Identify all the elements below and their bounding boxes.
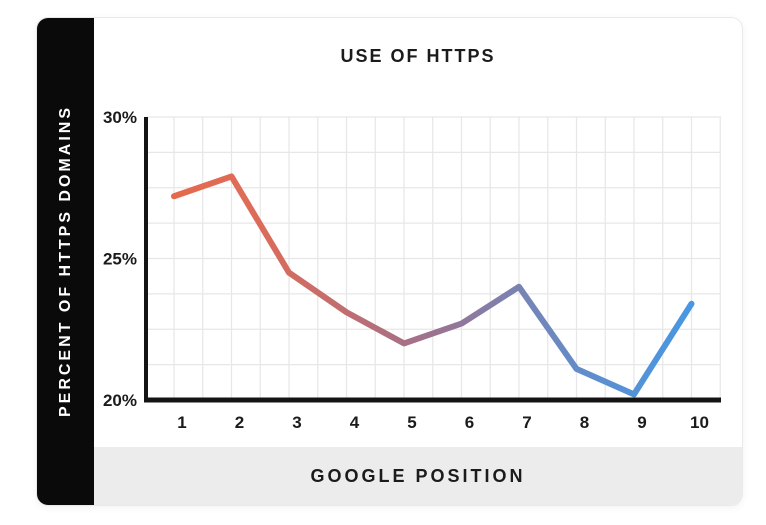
x-tick-label: 10 [690,413,709,432]
x-tick-label: 2 [235,413,244,432]
x-tick-label: 5 [407,413,416,432]
y-tick-label: 25% [103,250,137,269]
y-axis-title: PERCENT OF HTTPS DOMAINS [56,105,74,418]
y-tick-label: 30% [103,108,137,127]
x-tick-label: 3 [292,413,301,432]
x-tick-label: 6 [465,413,474,432]
line-chart: 30% 25% 20% 1 2 3 4 5 6 7 8 9 10 [103,108,721,432]
chart-title: USE OF HTTPS [340,46,496,66]
x-tick-label: 4 [350,413,360,432]
x-tick-label: 8 [580,413,589,432]
x-tick-label: 1 [177,413,186,432]
x-tick-label: 7 [522,413,531,432]
y-axis-title-bar: PERCENT OF HTTPS DOMAINS [37,18,94,505]
x-axis-title-bar: GOOGLE POSITION [94,447,742,505]
x-tick-label: 9 [637,413,646,432]
x-axis-title: GOOGLE POSITION [310,465,526,486]
chart-main: USE OF HTTPS 30% 25% 20% 1 2 3 4 5 6 7 8 9 10 GOOGLE… [94,18,742,505]
y-tick-label: 20% [103,391,137,410]
chart-card: PERCENT OF HTTPS DOMAINS USE OF HTTPS 30… [36,17,743,506]
https-usage-line [171,173,695,398]
